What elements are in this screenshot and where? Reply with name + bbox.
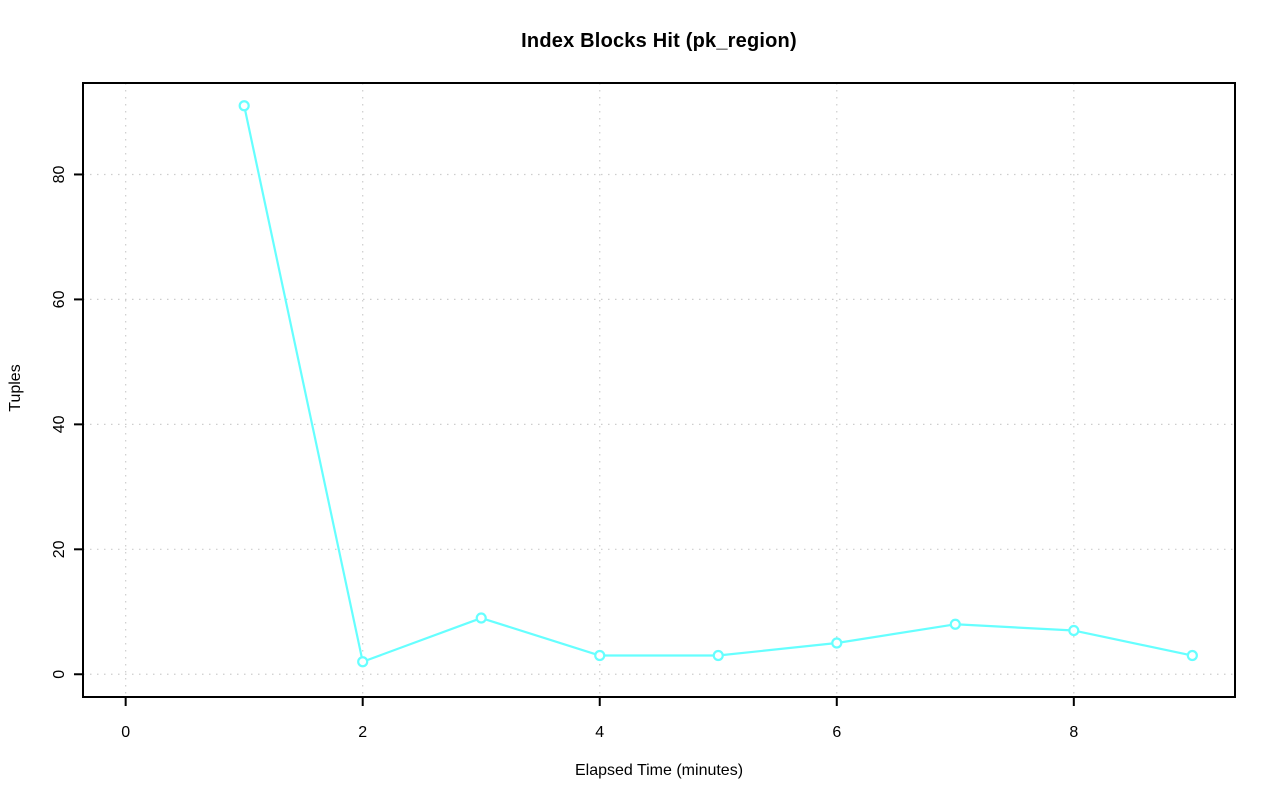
x-tick-label: 0 [121, 724, 130, 741]
y-tick-label: 0 [51, 670, 68, 679]
data-point-marker [831, 637, 843, 649]
chart-title: Index Blocks Hit (pk_region) [521, 30, 797, 52]
data-point-marker [1186, 649, 1198, 662]
y-tick-label: 20 [51, 540, 68, 558]
x-tick-label: 4 [595, 724, 604, 741]
y-tick-label: 40 [51, 415, 68, 433]
x-axis-label: Elapsed Time (minutes) [574, 762, 744, 779]
data-series [238, 100, 1198, 668]
gridlines [83, 83, 1235, 697]
data-point-marker [712, 649, 724, 662]
data-point-marker [357, 656, 369, 668]
data-point-marker [594, 649, 606, 662]
x-tick-label: 2 [358, 724, 367, 741]
data-point-marker [1068, 624, 1080, 637]
plot-box [82, 82, 1236, 698]
series-line [243, 104, 1194, 663]
data-point-marker [475, 612, 487, 624]
x-tick-label: 6 [832, 724, 841, 741]
y-tick-label: 80 [51, 165, 68, 183]
y-tick-label: 60 [51, 290, 68, 308]
x-tick-label: 8 [1069, 724, 1078, 741]
data-point-marker [238, 100, 250, 112]
data-point-marker [949, 618, 961, 630]
